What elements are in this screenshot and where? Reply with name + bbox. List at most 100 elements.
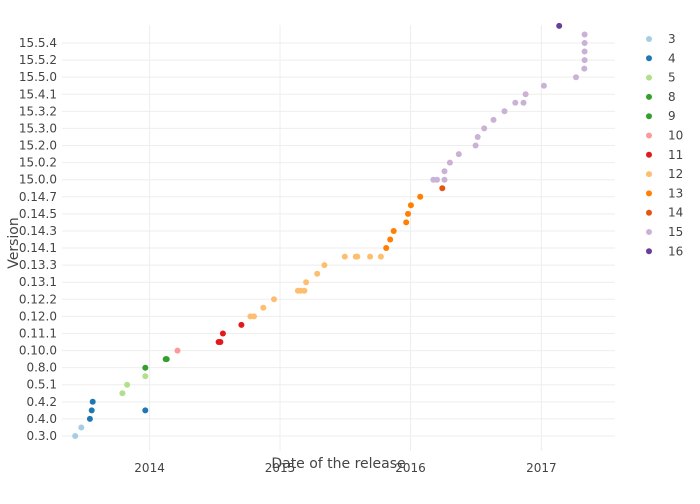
- y-tick-label: 0.14.3: [19, 224, 57, 238]
- y-tick-label: 0.13.3: [19, 258, 57, 272]
- y-tick-label: 15.2.0: [19, 139, 57, 153]
- data-point-series-15: [581, 40, 588, 46]
- data-point-series-13: [390, 228, 397, 234]
- legend-label: 13: [668, 186, 683, 200]
- data-point-series-15: [581, 48, 588, 55]
- data-point-series-5: [142, 373, 149, 380]
- y-tick-label: 0.14.1: [19, 241, 57, 255]
- data-point-series-15: [441, 176, 448, 183]
- data-point-series-4: [89, 398, 96, 405]
- data-point-series-11: [219, 330, 226, 337]
- y-tick-label: 15.0.0: [19, 173, 57, 187]
- data-point-series-12: [271, 296, 277, 303]
- y-tick-label: 15.4.1: [19, 87, 57, 101]
- legend-label: 9: [668, 109, 676, 123]
- data-point-series-15: [434, 176, 440, 183]
- legend-label: 15: [668, 225, 683, 239]
- data-point-series-15: [472, 142, 479, 149]
- data-point-series-13: [403, 219, 410, 226]
- y-tick-label: 15.3.0: [19, 121, 57, 135]
- data-point-series-15: [540, 82, 547, 89]
- data-point-series-15: [512, 99, 519, 106]
- data-point-series-12: [251, 313, 257, 320]
- data-point-series-15: [481, 125, 488, 132]
- legend-marker: [646, 209, 652, 216]
- data-point-series-12: [377, 253, 384, 260]
- y-tick-label: 0.10.0: [19, 344, 57, 358]
- data-point-series-15: [581, 57, 588, 64]
- data-point-series-10: [174, 347, 181, 354]
- data-point-series-15: [441, 168, 448, 175]
- legend-marker: [646, 151, 652, 158]
- data-point-series-15: [490, 116, 497, 123]
- y-tick-label: 0.3.0: [26, 429, 57, 443]
- y-axis-title: Version: [6, 217, 22, 268]
- legend-label: 12: [668, 167, 683, 181]
- data-point-series-12: [301, 287, 308, 294]
- legend-marker: [646, 190, 652, 197]
- data-point-series-13: [407, 202, 414, 209]
- data-point-series-13: [383, 245, 390, 251]
- y-tick-label: 15.5.2: [19, 53, 57, 67]
- data-point-series-13: [405, 210, 411, 217]
- y-tick-label: 0.14.7: [19, 190, 57, 204]
- data-point-series-15: [581, 65, 588, 72]
- y-tick-label: 0.11.1: [19, 326, 57, 340]
- legend-label: 11: [668, 148, 683, 162]
- gridlines: [62, 25, 615, 451]
- legend-marker: [646, 36, 652, 42]
- data-point-series-15: [455, 151, 462, 158]
- y-tick-label: 0.4.0: [26, 412, 57, 426]
- legend-label: 4: [668, 51, 676, 65]
- data-point-series-15: [474, 134, 481, 140]
- data-point-series-9: [163, 356, 170, 363]
- data-point-series-16: [556, 22, 563, 29]
- data-point-series-15: [581, 31, 588, 38]
- y-tick-label: 0.8.0: [26, 361, 57, 375]
- data-point-series-12: [303, 279, 310, 286]
- x-tick-label: 2014: [134, 461, 165, 475]
- x-tick-label: 2017: [526, 461, 557, 475]
- x-tick-label: 2016: [395, 461, 426, 475]
- data-point-series-3: [78, 424, 85, 431]
- data-point-series-12: [367, 253, 374, 260]
- y-tick-label: 15.3.2: [19, 104, 57, 118]
- legend-label: 16: [668, 244, 683, 258]
- legend-marker: [646, 74, 652, 81]
- y-tick-label: 0.12.2: [19, 292, 57, 306]
- x-tick-label: 2015: [265, 461, 296, 475]
- data-point-series-15: [446, 159, 453, 166]
- data-point-series-3: [72, 433, 79, 439]
- y-axis-ticks: 0.3.0 0.4.0 0.4.2 0.5.1 0.8.0 0.10.0 0.11.1 0.1…: [19, 36, 57, 443]
- data-point-series-12: [314, 270, 321, 277]
- data-point-series-13: [417, 193, 424, 200]
- legend-label: 8: [668, 90, 676, 104]
- data-point-series-13: [387, 236, 394, 243]
- data-point-series-12: [341, 253, 348, 260]
- data-point-series-5: [124, 381, 131, 388]
- y-tick-label: 15.5.0: [19, 70, 57, 84]
- legend-marker: [646, 55, 652, 62]
- y-tick-label: 15.5.4: [19, 36, 57, 50]
- data-point-series-15: [520, 99, 527, 106]
- data-point-series-11: [238, 321, 245, 328]
- legend-marker: [646, 229, 652, 235]
- data-point-series-4: [142, 407, 149, 414]
- data-point-series-4: [88, 407, 95, 414]
- legend-marker: [646, 132, 652, 139]
- x-axis-ticks: 2014 2015 2016 2017: [134, 461, 556, 475]
- legend-marker: [646, 113, 652, 120]
- y-tick-label: 15.0.2: [19, 156, 57, 170]
- y-tick-label: 0.4.2: [26, 395, 57, 409]
- legend-label: 3: [668, 32, 676, 46]
- data-point-series-5: [119, 390, 126, 397]
- y-tick-label: 0.13.1: [19, 275, 57, 289]
- y-tick-label: 0.14.5: [19, 207, 57, 221]
- legend-marker: [646, 248, 652, 255]
- data-point-series-14: [439, 185, 446, 192]
- legend-label: 5: [668, 71, 676, 85]
- data-point-series-12: [321, 262, 328, 269]
- data-point-series-11: [217, 339, 224, 345]
